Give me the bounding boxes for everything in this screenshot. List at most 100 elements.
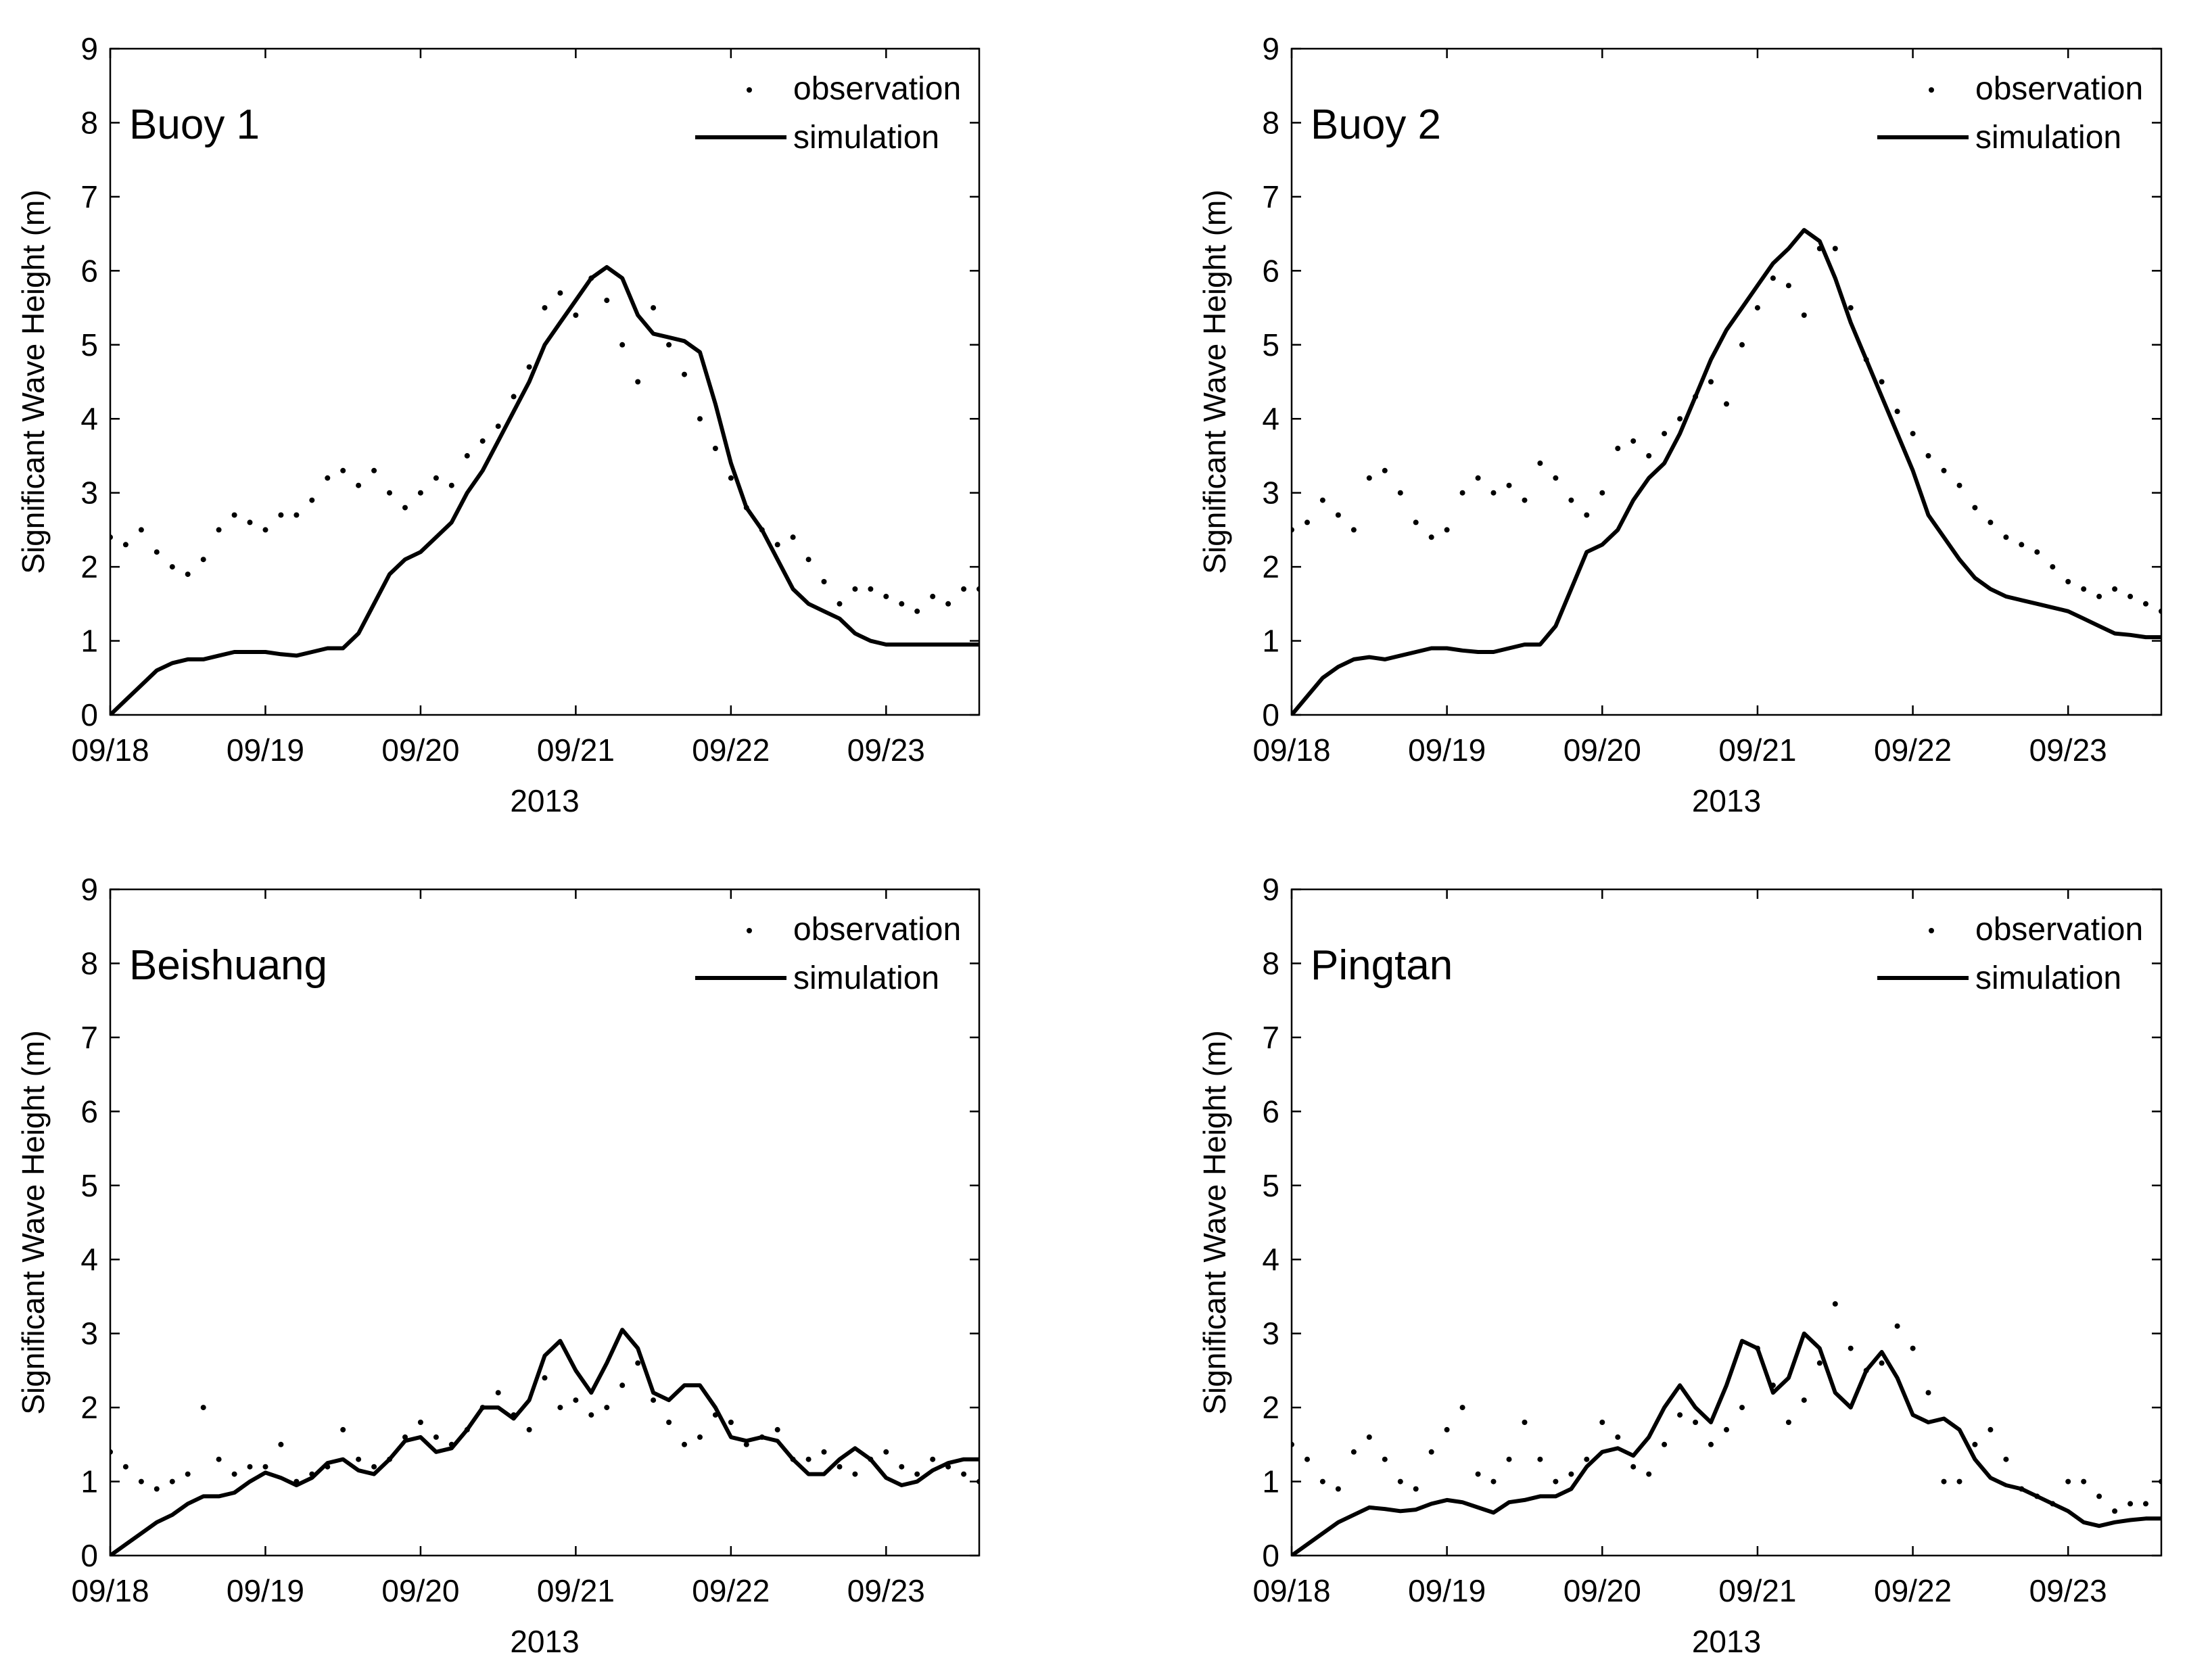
observation-point bbox=[1615, 446, 1621, 451]
observation-point bbox=[1475, 1471, 1481, 1477]
observation-point bbox=[169, 564, 175, 570]
observation-point bbox=[356, 482, 362, 488]
observation-point bbox=[883, 593, 889, 599]
x-tick-label: 09/19 bbox=[1408, 1573, 1486, 1608]
panel-label: Beishuang bbox=[129, 942, 327, 989]
observation-point bbox=[1292, 527, 1294, 533]
observation-point bbox=[262, 527, 268, 533]
x-tick-label: 09/18 bbox=[71, 732, 149, 768]
legend-observation-marker bbox=[747, 87, 752, 93]
observation-point bbox=[759, 527, 765, 533]
observation-point bbox=[2050, 564, 2056, 570]
y-axis-title: Significant Wave Height (m) bbox=[1197, 1030, 1232, 1414]
observation-point bbox=[1910, 431, 1916, 437]
x-tick-label: 09/21 bbox=[537, 732, 615, 768]
observation-point bbox=[1444, 1426, 1450, 1432]
observation-point bbox=[743, 505, 749, 511]
chart-panel-4: 0 1 2 3 4 5 6 7 8 9 09/18 09/19 09/20 09/21 09/22 09/23… bbox=[1197, 872, 2163, 1659]
simulation-line bbox=[1292, 228, 2161, 715]
y-tick-label: 4 bbox=[1262, 401, 1279, 436]
observation-point bbox=[278, 512, 284, 518]
observation-point bbox=[340, 467, 346, 473]
observation-point bbox=[1832, 1301, 1838, 1307]
x-tick-label: 09/21 bbox=[537, 1573, 615, 1608]
observation-point bbox=[2019, 542, 2025, 548]
x-tick-label: 09/22 bbox=[692, 1573, 770, 1608]
observation-point bbox=[138, 1478, 144, 1485]
y-tick-label: 8 bbox=[1262, 105, 1279, 140]
legend-simulation-label: simulation bbox=[793, 120, 939, 156]
observation-point bbox=[1319, 497, 1325, 503]
observation-point bbox=[2112, 586, 2118, 592]
observation-point bbox=[1506, 1456, 1512, 1462]
observation-point bbox=[1304, 1456, 1310, 1462]
observation-point bbox=[511, 394, 517, 400]
legend-observation-label: observation bbox=[793, 912, 961, 948]
observation-point bbox=[837, 1464, 843, 1470]
observation-point bbox=[1988, 519, 1994, 526]
observation-point bbox=[110, 534, 113, 540]
observation-point bbox=[309, 497, 315, 503]
observation-point bbox=[1801, 1397, 1807, 1403]
observation-point bbox=[1397, 1478, 1403, 1485]
observation-point bbox=[1366, 1434, 1372, 1440]
y-tick-label: 5 bbox=[80, 1168, 98, 1203]
legend-simulation-label: simulation bbox=[793, 960, 939, 996]
observation-point bbox=[1941, 467, 1947, 473]
observation-point bbox=[1475, 475, 1481, 481]
y-tick-label: 9 bbox=[80, 31, 98, 66]
observation-point bbox=[604, 1405, 610, 1411]
observation-point bbox=[945, 1464, 951, 1470]
observation-point bbox=[651, 305, 657, 311]
observation-point bbox=[185, 571, 191, 578]
observation-point bbox=[293, 1478, 300, 1485]
observation-point bbox=[914, 1471, 920, 1477]
observation-point bbox=[1770, 1382, 1776, 1389]
y-tick-label: 2 bbox=[1262, 1390, 1279, 1425]
y-tick-label: 5 bbox=[1262, 1168, 1279, 1203]
x-tick-label: 09/19 bbox=[227, 1573, 304, 1608]
observation-point bbox=[185, 1471, 191, 1477]
y-tick-label: 4 bbox=[80, 1242, 98, 1277]
observation-point bbox=[588, 1412, 594, 1418]
observation-point bbox=[1304, 519, 1310, 526]
x-tick-label: 09/21 bbox=[1718, 732, 1796, 768]
x-tick-label: 09/19 bbox=[227, 732, 304, 768]
observation-point bbox=[122, 1464, 128, 1470]
observation-point bbox=[1292, 1441, 1294, 1447]
observation-point bbox=[356, 1456, 362, 1462]
x-tick-label: 09/18 bbox=[1252, 1573, 1330, 1608]
observation-point bbox=[2096, 593, 2102, 599]
observation-point bbox=[2050, 1501, 2056, 1507]
observation-point bbox=[1413, 1486, 1419, 1492]
panel-label: Buoy 2 bbox=[1311, 101, 1441, 148]
observation-point bbox=[759, 1434, 765, 1440]
observation-point bbox=[1506, 482, 1512, 488]
observation-point bbox=[588, 275, 594, 281]
observation-point bbox=[557, 1405, 563, 1411]
observation-point bbox=[790, 534, 796, 540]
observation-point bbox=[557, 290, 563, 296]
observation-point bbox=[309, 1471, 315, 1477]
x-tick-label: 09/20 bbox=[1563, 732, 1641, 768]
observation-point bbox=[914, 608, 920, 614]
simulation-line bbox=[1292, 1331, 2161, 1556]
y-tick-label: 3 bbox=[1262, 1316, 1279, 1351]
observation-point bbox=[635, 379, 641, 385]
observation-point bbox=[2127, 593, 2134, 599]
observation-point bbox=[1754, 305, 1760, 311]
observation-point bbox=[479, 1405, 486, 1411]
plot-frame bbox=[109, 888, 981, 1557]
observation-point bbox=[1708, 1441, 1714, 1447]
observation-point bbox=[247, 519, 253, 526]
observation-point bbox=[2065, 1478, 2071, 1485]
observation-point bbox=[852, 586, 858, 592]
observation-point bbox=[1522, 1420, 1528, 1425]
observation-point bbox=[1335, 1486, 1341, 1492]
observation-point bbox=[1397, 490, 1403, 496]
observation-point bbox=[1568, 497, 1574, 503]
observation-point bbox=[899, 601, 905, 607]
observation-point bbox=[961, 586, 967, 592]
observation-point bbox=[2127, 1501, 2134, 1507]
observation-point bbox=[371, 467, 377, 473]
